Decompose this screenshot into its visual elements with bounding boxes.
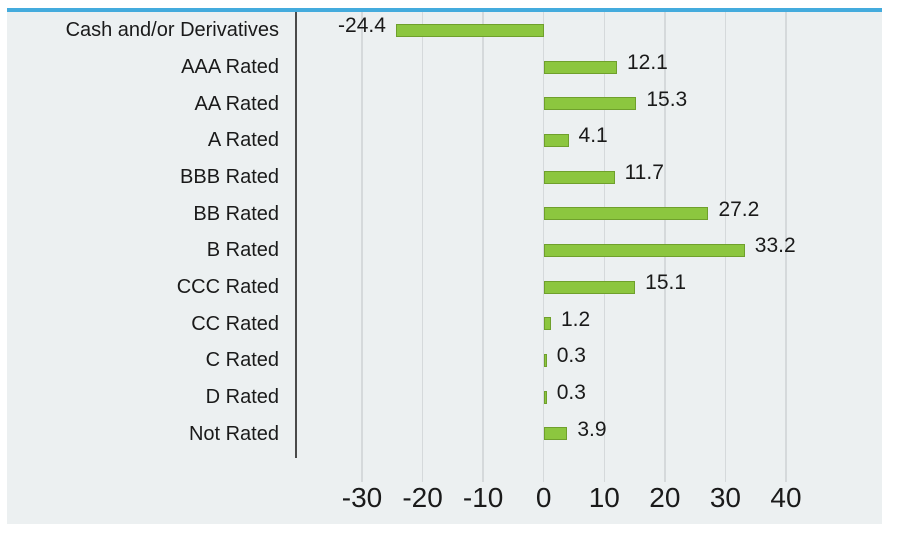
category-label: BBB Rated: [180, 166, 279, 188]
bar: [543, 133, 569, 147]
bar: [543, 243, 745, 257]
value-label: 11.7: [624, 161, 664, 184]
bar: [395, 23, 544, 37]
category-label: AA Rated: [194, 92, 279, 115]
value-label: 12.1: [626, 51, 668, 74]
bar: [543, 353, 547, 367]
gridline: [785, 12, 787, 482]
gridline: [421, 12, 424, 482]
value-label: 1.2: [560, 307, 591, 331]
top-accent-rule: [7, 8, 882, 12]
x-axis-tick-label: 10: [588, 482, 620, 513]
x-axis-tick-label: -10: [462, 482, 504, 513]
value-label: 15.1: [645, 271, 687, 295]
chart-panel: -30 -20 -10 0 10 20 30 40 Cash and/or Derivative…: [7, 8, 882, 524]
bar: [543, 280, 636, 294]
x-axis-tick-label: 20: [649, 482, 681, 513]
category-label: B Rated: [206, 239, 279, 262]
category-axis-line: [295, 12, 297, 458]
gridline: [361, 12, 363, 482]
category-label: D Rated: [205, 386, 279, 409]
category-label: CC Rated: [191, 312, 279, 335]
x-axis-tick-label: 30: [709, 482, 741, 513]
category-label: CCC Rated: [176, 276, 279, 299]
category-label: A Rated: [207, 129, 279, 152]
value-label: 15.3: [646, 87, 688, 111]
bar: [543, 317, 551, 331]
bar: [543, 390, 547, 404]
category-label: C Rated: [205, 349, 279, 372]
x-axis-tick-label: -30: [341, 482, 383, 513]
category-label: Cash and/or Derivatives: [65, 19, 279, 42]
bar: [543, 60, 617, 74]
value-label: 3.9: [577, 417, 607, 441]
category-label: Not Rated: [188, 422, 279, 445]
value-label: 4.1: [578, 124, 608, 148]
value-label: 27.2: [718, 197, 760, 221]
bar: [543, 427, 568, 441]
bar-chart: -30 -20 -10 0 10 20 30 40 Cash and/or Derivative…: [7, 8, 882, 524]
x-axis-tick-label: -20: [402, 482, 443, 513]
x-axis-tick-label: 40: [770, 482, 802, 513]
gridline: [482, 12, 484, 482]
bar: [543, 207, 709, 221]
x-axis-tick-label: 0: [535, 482, 552, 513]
value-label: 0.3: [556, 344, 586, 368]
value-label: -24.4: [338, 14, 386, 38]
category-label: BB Rated: [193, 202, 279, 225]
value-label: 0.3: [556, 381, 586, 405]
bar: [543, 170, 615, 184]
bar: [543, 97, 637, 111]
value-label: 33.2: [754, 234, 796, 258]
category-label: AAA Rated: [181, 56, 279, 78]
